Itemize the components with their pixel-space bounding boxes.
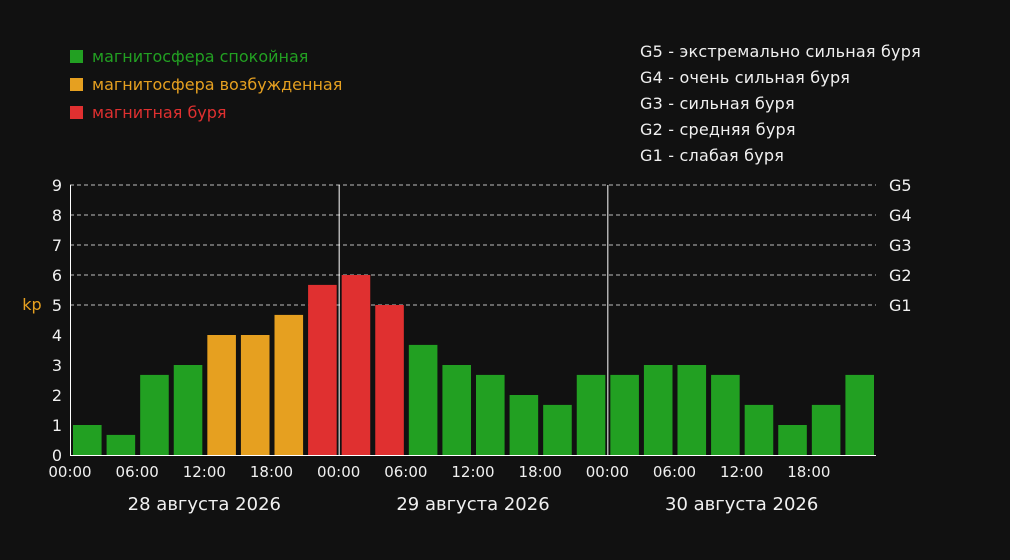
kp-bar — [476, 374, 505, 455]
y-tick-label: 9 — [52, 176, 62, 195]
kp-bar — [442, 365, 471, 455]
y-tick-label: 8 — [52, 206, 62, 225]
kp-bar — [811, 404, 841, 455]
kp-bar — [341, 275, 371, 455]
legend-label-storm: магнитная буря — [92, 102, 227, 122]
y-tick-label: 7 — [52, 236, 62, 255]
kp-bar — [408, 344, 438, 455]
kp-bar — [73, 425, 102, 455]
legend-swatch-storm — [70, 105, 83, 119]
y-tick-label: 2 — [52, 386, 62, 405]
y-tick-label: 0 — [52, 446, 62, 465]
legend: магнитосфера спокойная магнитосфера возб… — [70, 42, 342, 126]
x-tick-label: 18:00 — [787, 463, 830, 481]
x-tick-label: 00:00 — [48, 463, 91, 481]
storm-axis-label-g4: G4 — [889, 206, 912, 225]
kp-bar — [207, 335, 236, 455]
x-tick-label: 00:00 — [586, 463, 629, 481]
x-tick-label: 00:00 — [317, 463, 360, 481]
storm-level-g2: G2 - средняя буря — [640, 120, 796, 139]
y-tick-label: 4 — [52, 326, 62, 345]
kp-bar — [274, 314, 304, 455]
x-tick-label: 06:00 — [116, 463, 159, 481]
legend-label-active: магнитосфера возбужденная — [92, 74, 343, 94]
kp-bar — [543, 404, 572, 455]
y-tick-label: 3 — [52, 356, 62, 375]
kp-bar — [711, 374, 740, 455]
y-tick-label: 1 — [52, 416, 62, 435]
legend-item-active: магнитосфера возбужденная — [70, 70, 342, 98]
kp-bar — [308, 284, 337, 455]
storm-axis-label-g1: G1 — [889, 296, 912, 315]
x-tick-label: 18:00 — [519, 463, 562, 481]
x-tick-label: 12:00 — [451, 463, 494, 481]
storm-level-g5: G5 - экстремально сильная буря — [640, 42, 921, 61]
storm-axis-label-g2: G2 — [889, 266, 912, 285]
kp-bar — [240, 335, 270, 455]
storm-level-g4: G4 - очень сильная буря — [640, 68, 851, 87]
y-tick-label: 5 — [52, 296, 62, 315]
kp-bar — [576, 374, 606, 455]
day-label-2: 29 августа 2026 — [396, 494, 549, 515]
x-tick-label: 12:00 — [720, 463, 763, 481]
day-label-3: 30 августа 2026 — [665, 494, 818, 515]
kp-bar — [643, 365, 673, 455]
legend-item-storm: магнитная буря — [70, 98, 342, 126]
storm-axis-label-g3: G3 — [889, 236, 912, 255]
x-tick-label: 06:00 — [384, 463, 427, 481]
x-tick-label: 12:00 — [183, 463, 226, 481]
kp-bar — [173, 365, 203, 455]
x-tick-label: 06:00 — [653, 463, 696, 481]
storm-level-legend: G5 - экстремально сильная буря G4 - очен… — [640, 42, 921, 172]
legend-swatch-active — [70, 77, 83, 91]
kp-bar — [610, 374, 639, 455]
storm-level-g1: G1 - слабая буря — [640, 146, 785, 165]
kp-bar — [106, 434, 136, 455]
legend-swatch-calm — [70, 49, 83, 63]
kp-bar — [140, 374, 169, 455]
kp-bar — [778, 425, 807, 455]
kp-bar — [677, 365, 707, 455]
kp-bar — [744, 404, 774, 455]
legend-label-calm: магнитосфера спокойная — [92, 46, 309, 66]
y-axis-label: kp — [22, 295, 41, 314]
day-label-1: 28 августа 2026 — [128, 494, 281, 515]
y-tick-label: 6 — [52, 266, 62, 285]
kp-bar — [845, 374, 874, 455]
kp-bar — [509, 395, 539, 455]
legend-item-calm: магнитосфера спокойная — [70, 42, 342, 70]
storm-axis-label-g5: G5 — [889, 176, 912, 195]
x-tick-label: 18:00 — [250, 463, 293, 481]
storm-level-g3: G3 - сильная буря — [640, 94, 795, 113]
kp-bar — [375, 305, 404, 455]
